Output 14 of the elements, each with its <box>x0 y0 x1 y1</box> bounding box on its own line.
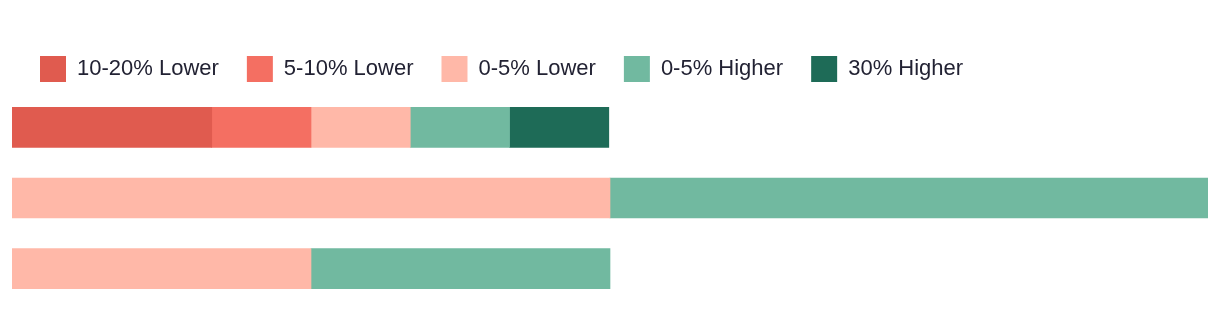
legend-label: 0-5% Lower <box>478 55 596 81</box>
bar <box>211 107 312 148</box>
bar <box>310 248 611 289</box>
bar <box>310 107 411 148</box>
bar <box>509 107 610 148</box>
bar <box>12 177 611 219</box>
bar <box>409 107 510 148</box>
legend-label: 0-5% Higher <box>660 55 784 81</box>
bar <box>12 248 312 289</box>
legend-label: 10-20% Lower <box>77 55 219 81</box>
bar <box>12 107 213 148</box>
bar <box>609 177 1208 219</box>
legend-label: 30% Higher <box>848 55 964 81</box>
legend-label: 5-10% Lower <box>283 55 414 81</box>
